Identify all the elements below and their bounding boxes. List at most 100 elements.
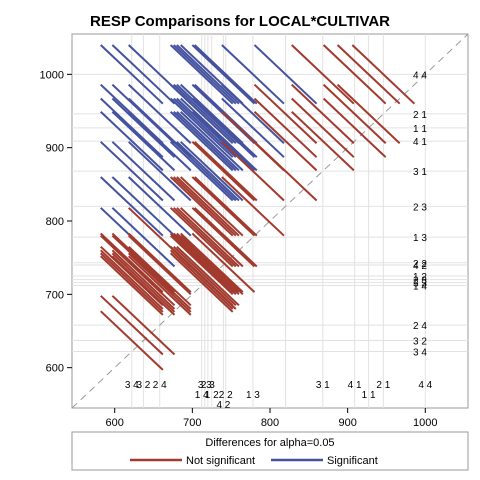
segment-not-significant bbox=[127, 245, 192, 307]
segment-not-significant bbox=[127, 252, 192, 313]
segment-not-significant bbox=[111, 232, 176, 293]
segment-not-significant bbox=[191, 176, 256, 237]
segment-not-significant bbox=[253, 83, 318, 144]
segment-not-significant bbox=[176, 245, 240, 307]
segment-not-significant bbox=[100, 232, 164, 293]
segment-significant bbox=[176, 111, 240, 172]
segment-significant bbox=[127, 111, 192, 172]
segment-not-significant bbox=[336, 44, 401, 105]
segment-significant bbox=[111, 97, 176, 158]
level-label-right: 2 3 bbox=[413, 276, 427, 287]
segment-not-significant bbox=[111, 252, 176, 313]
segment-significant bbox=[221, 44, 285, 105]
segment-not-significant bbox=[169, 234, 234, 296]
comparison-segments bbox=[100, 44, 416, 371]
segment-significant bbox=[191, 44, 256, 105]
segment-significant bbox=[221, 83, 285, 144]
segment-not-significant bbox=[169, 207, 234, 268]
x-tick-label: 700 bbox=[183, 417, 201, 429]
segment-significant bbox=[127, 83, 192, 144]
level-label-right: 1 4 bbox=[413, 282, 427, 293]
level-label-bottom: 2 2 bbox=[219, 390, 233, 401]
level-label-right: 3 4 bbox=[413, 348, 427, 359]
segment-not-significant bbox=[291, 83, 355, 144]
segment-not-significant bbox=[100, 249, 164, 310]
level-label-bottom: 2 4 bbox=[153, 380, 167, 391]
segment-not-significant bbox=[127, 234, 192, 296]
segment-not-significant bbox=[176, 207, 240, 268]
segment-significant bbox=[111, 44, 176, 105]
segment-significant bbox=[180, 111, 244, 172]
segment-not-significant bbox=[169, 176, 234, 237]
segment-not-significant bbox=[173, 234, 237, 296]
segment-not-significant bbox=[169, 249, 234, 310]
y-tick-label: 700 bbox=[46, 289, 64, 301]
level-label-right: 1 3 bbox=[413, 233, 427, 244]
segment-not-significant bbox=[336, 83, 401, 144]
segment-significant bbox=[173, 83, 237, 144]
segment-significant bbox=[173, 141, 237, 202]
segment-not-significant bbox=[193, 141, 258, 202]
legend-label-significant: Significant bbox=[327, 455, 378, 467]
segment-not-significant bbox=[351, 44, 416, 105]
level-label-right: 1 2 bbox=[413, 272, 427, 283]
legend-frame bbox=[71, 431, 469, 471]
segment-not-significant bbox=[322, 97, 387, 158]
segment-significant bbox=[191, 111, 256, 172]
segment-significant bbox=[176, 44, 240, 105]
level-label-right: 4 4 bbox=[413, 70, 427, 81]
segment-not-significant bbox=[173, 249, 237, 310]
level-label-bottom: 1 3 bbox=[246, 390, 260, 401]
segment-significant bbox=[100, 141, 164, 202]
segment-not-significant bbox=[173, 207, 237, 268]
segment-not-significant bbox=[111, 255, 176, 316]
segment-not-significant bbox=[100, 245, 164, 307]
y-tick-label: 900 bbox=[46, 143, 64, 155]
level-label-bottom: 3 3 bbox=[198, 380, 212, 391]
level-label-right: 1 1 bbox=[413, 124, 427, 135]
level-label-bottom: 1 1 bbox=[362, 390, 376, 401]
segment-significant bbox=[111, 176, 176, 237]
segment-significant bbox=[100, 111, 164, 172]
level-label-bottom: 1 4 bbox=[195, 390, 209, 401]
segment-not-significant bbox=[291, 44, 355, 105]
segment-not-significant bbox=[322, 44, 387, 105]
legend-title: Differences for alpha=0.05 bbox=[205, 437, 334, 449]
right-level-labels: 3 43 22 41 43 32 31 24 22 21 32 33 14 11… bbox=[413, 70, 427, 358]
y-tick-label: 1000 bbox=[40, 69, 64, 81]
segment-not-significant bbox=[191, 141, 256, 202]
level-label-bottom: 4 1 bbox=[348, 380, 362, 391]
segment-not-significant bbox=[291, 97, 355, 158]
segment-significant bbox=[191, 97, 256, 158]
segment-significant bbox=[253, 44, 318, 105]
segment-not-significant bbox=[169, 252, 234, 313]
segment-not-significant bbox=[221, 176, 285, 237]
segment-significant bbox=[176, 141, 240, 202]
segment-not-significant bbox=[221, 141, 285, 202]
segment-significant bbox=[173, 97, 237, 158]
segment-not-significant bbox=[173, 245, 237, 307]
segment-not-significant bbox=[111, 245, 176, 307]
segment-significant bbox=[111, 207, 176, 268]
segment-not-significant bbox=[253, 111, 318, 172]
level-label-right: 2 2 bbox=[413, 259, 427, 270]
segment-significant bbox=[111, 111, 176, 172]
level-label-right: 3 3 bbox=[413, 279, 427, 290]
level-label-right: 4 2 bbox=[413, 261, 427, 272]
legend-label-not-significant: Not significant bbox=[186, 455, 255, 467]
level-label-right: 2 1 bbox=[413, 110, 427, 121]
level-label-bottom: 3 4 bbox=[125, 380, 139, 391]
x-tick-label: 800 bbox=[261, 417, 279, 429]
segment-not-significant bbox=[100, 295, 164, 356]
segment-significant bbox=[111, 83, 176, 144]
level-label-right: 3 2 bbox=[413, 337, 427, 348]
level-label-right: 2 3 bbox=[413, 202, 427, 213]
y-tick-label: 600 bbox=[46, 363, 64, 375]
segment-significant bbox=[169, 111, 234, 172]
segment-significant bbox=[173, 44, 237, 105]
axes: 600 700 800 900 1000 600 700 800 900 1000 bbox=[40, 69, 438, 429]
level-label-bottom: 4 2 bbox=[216, 400, 230, 411]
segment-not-significant bbox=[193, 176, 258, 237]
